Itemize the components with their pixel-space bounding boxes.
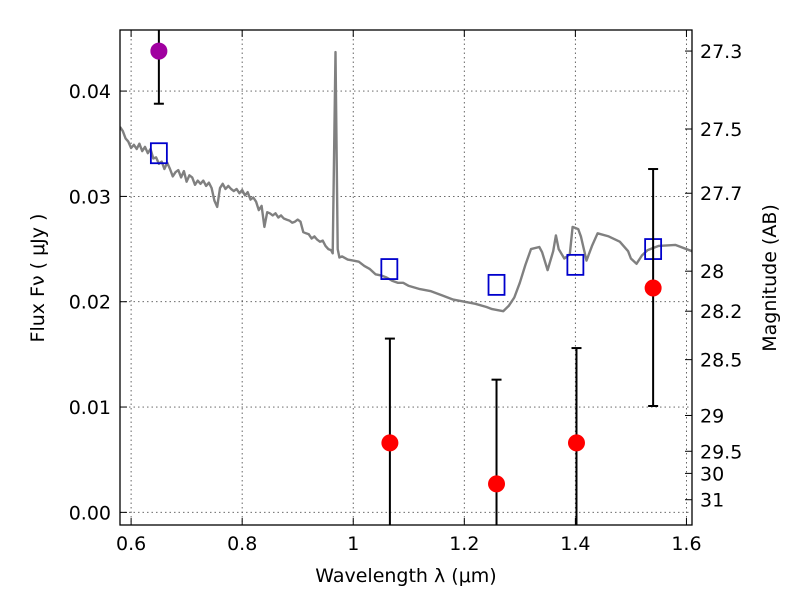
right-tick-label: 28.5 <box>700 350 742 372</box>
right-tick-label: 29.5 <box>700 441 742 463</box>
error-bars <box>150 30 662 525</box>
y-tick-label: 0.01 <box>69 397 111 419</box>
y-tick-label: 0.02 <box>69 292 111 314</box>
plot-frame <box>119 29 693 526</box>
model-spectrum-line <box>120 50 692 313</box>
y-tick-label: 0.00 <box>69 502 111 524</box>
right-axis-label: Magnitude (AB) <box>759 204 781 352</box>
right-tick-label: 30 <box>700 463 724 485</box>
y-axis-label: Flux Fν ( μJy ) <box>27 214 49 343</box>
grid-lines <box>120 30 692 525</box>
right-tick-label: 27.7 <box>700 183 742 205</box>
model-photometry-square <box>380 258 399 280</box>
observed-flux-point <box>150 42 168 60</box>
x-tick-label: 1 <box>347 533 359 555</box>
model-photometry-square <box>566 253 585 276</box>
right-tick-label: 28.2 <box>700 301 742 323</box>
model-photometry-square <box>487 273 506 296</box>
observed-flux-point <box>488 475 506 493</box>
x-tick-label: 1.2 <box>449 533 479 555</box>
x-tick-label: 0.6 <box>116 533 146 555</box>
x-tick-label: 0.8 <box>227 533 257 555</box>
right-tick-label: 27.5 <box>700 119 742 141</box>
y-tick-label: 0.03 <box>69 186 111 208</box>
x-tick-label: 1.6 <box>671 533 701 555</box>
data-layer <box>120 50 692 313</box>
observed-flux-point <box>567 434 585 452</box>
right-tick-label: 29 <box>700 405 724 427</box>
axis-ticks: 0.6 0.8 1 1.2 1.4 1.6 0.00 0.01 0.02 0.03 0.04 27.3… <box>69 30 742 555</box>
observed-flux-point <box>644 279 662 297</box>
y-tick-label: 0.04 <box>69 81 111 103</box>
x-tick-label: 1.4 <box>560 533 590 555</box>
right-tick-label: 28 <box>700 261 724 283</box>
x-axis-label: Wavelength λ (μm) <box>315 565 496 587</box>
model-photometry-square <box>149 142 168 165</box>
observed-flux-point <box>381 434 399 452</box>
right-tick-label: 27.3 <box>700 41 742 63</box>
right-tick-label: 31 <box>700 490 724 512</box>
